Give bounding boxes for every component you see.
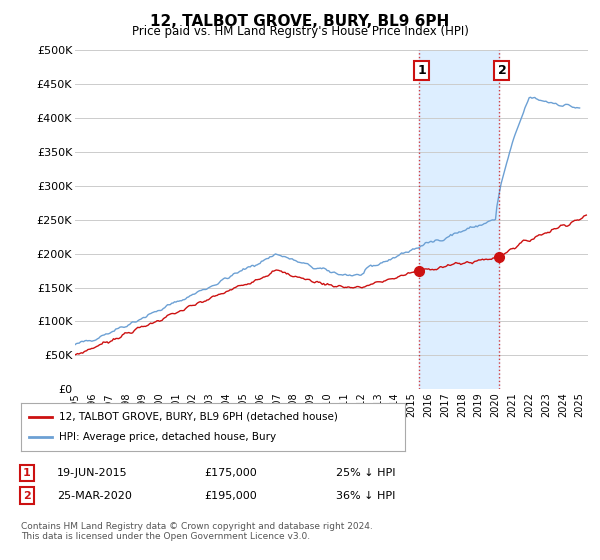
Text: £195,000: £195,000 xyxy=(204,491,257,501)
Text: 25-MAR-2020: 25-MAR-2020 xyxy=(57,491,132,501)
Text: 2: 2 xyxy=(23,491,31,501)
Text: 25% ↓ HPI: 25% ↓ HPI xyxy=(336,468,395,478)
Text: 12, TALBOT GROVE, BURY, BL9 6PH (detached house): 12, TALBOT GROVE, BURY, BL9 6PH (detache… xyxy=(59,412,338,422)
Text: 19-JUN-2015: 19-JUN-2015 xyxy=(57,468,128,478)
Text: 2: 2 xyxy=(497,64,506,77)
Text: HPI: Average price, detached house, Bury: HPI: Average price, detached house, Bury xyxy=(59,432,277,442)
Text: £175,000: £175,000 xyxy=(204,468,257,478)
Text: 1: 1 xyxy=(418,64,426,77)
Text: 1: 1 xyxy=(23,468,31,478)
Text: 36% ↓ HPI: 36% ↓ HPI xyxy=(336,491,395,501)
Text: 12, TALBOT GROVE, BURY, BL9 6PH: 12, TALBOT GROVE, BURY, BL9 6PH xyxy=(151,14,449,29)
Text: Price paid vs. HM Land Registry's House Price Index (HPI): Price paid vs. HM Land Registry's House … xyxy=(131,25,469,38)
Text: Contains HM Land Registry data © Crown copyright and database right 2024.
This d: Contains HM Land Registry data © Crown c… xyxy=(21,522,373,542)
Bar xyxy=(419,50,499,389)
